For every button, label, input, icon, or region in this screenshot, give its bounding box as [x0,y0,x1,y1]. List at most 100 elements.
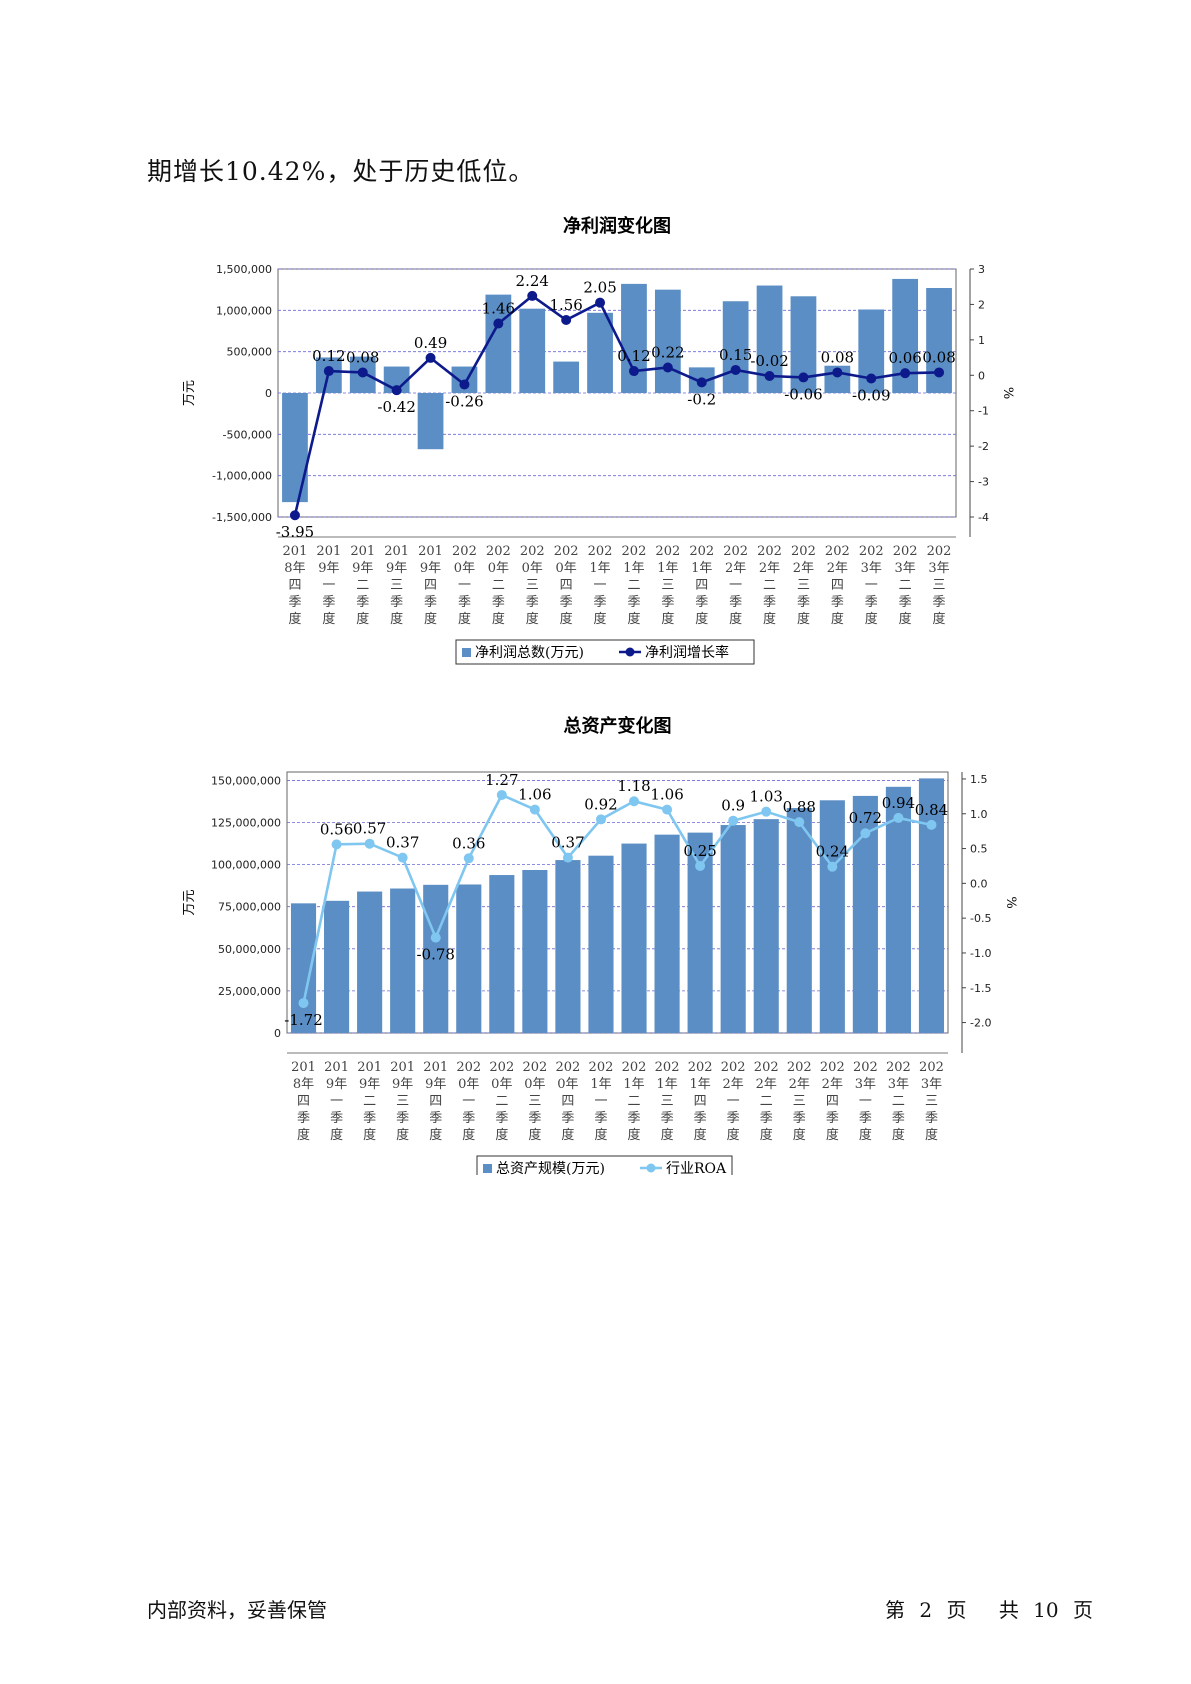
x-tick-label: 度 [330,1127,343,1143]
x-tick-label: 季 [925,1111,938,1126]
x-tick-label: 3年 [861,561,882,576]
data-label: 0.25 [683,842,716,860]
data-label: 1.18 [617,777,650,795]
x-tick-label: 1年 [689,1077,710,1092]
x-tick-label: 2年 [789,1077,810,1092]
x-tick-label: 二 [628,1094,641,1109]
chart-title: 总资产变化图 [564,715,672,737]
y-tick-label: 0 [274,1027,281,1040]
x-tick-label: 度 [831,611,844,627]
line-point [794,817,805,828]
x-tick-label: 季 [727,1111,740,1126]
x-tick-label: 度 [628,1127,641,1143]
x-tick-label: 度 [892,1127,905,1143]
x-tick-label: 四 [561,1094,574,1109]
y2-tick-label: 2 [978,298,985,311]
data-label: 0.84 [915,801,948,819]
x-tick-label: 四 [831,578,844,593]
x-tick-label: 201 [316,544,341,559]
data-label: 0.12 [617,347,650,365]
x-tick-label: 季 [899,595,912,610]
x-tick-label: 季 [627,595,640,610]
x-tick-label: 202 [927,544,952,559]
x-tick-label: 季 [495,1111,508,1126]
x-tick-label: 202 [589,1060,614,1075]
bar [324,900,350,1033]
data-label: 0.12 [312,347,345,365]
x-tick-label: 季 [859,1111,872,1126]
x-tick-label: 四 [288,578,301,593]
x-tick-label: 季 [594,1111,607,1126]
line-point [926,819,937,830]
x-tick-label: 度 [429,1127,442,1143]
x-tick-label: 一 [859,1094,872,1109]
line-point [595,814,606,825]
x-tick-label: 度 [363,1127,376,1143]
x-tick-label: 度 [495,1127,508,1143]
x-tick-label: 度 [793,1127,806,1143]
x-tick-label: 度 [763,611,776,627]
bar [621,843,647,1033]
line-point [496,789,507,800]
x-tick-label: 四 [297,1094,310,1109]
x-tick-label: 度 [760,1127,773,1143]
data-label: 0.37 [551,834,584,852]
x-tick-label: 202 [588,544,613,559]
data-label: 1.03 [750,788,783,806]
chart-title: 净利润变化图 [563,215,671,237]
x-tick-label: 四 [694,1094,707,1109]
y-tick-label: -1,500,000 [212,511,272,524]
x-tick-label: 202 [486,544,511,559]
y2-tick-label: -3 [978,476,989,489]
y-tick-label: 75,000,000 [218,901,281,914]
line-point [391,385,402,396]
x-tick-label: 季 [363,1111,376,1126]
y2-tick-label: -1.5 [970,982,991,995]
x-tick-label: 3年 [928,561,949,576]
x-tick-label: 202 [886,1060,911,1075]
x-tick-label: 一 [594,1094,607,1109]
x-tick-label: 202 [853,1060,878,1075]
x-tick-label: 201 [291,1060,316,1075]
bar [885,786,911,1033]
x-tick-label: 0年 [522,561,543,576]
x-tick-label: 度 [661,611,674,627]
line-point [397,852,408,863]
y2-tick-label: -2.0 [970,1017,991,1030]
x-tick-label: 季 [694,1111,707,1126]
x-tick-label: 季 [793,1111,806,1126]
x-tick-label: 四 [695,578,708,593]
line-point [529,804,540,815]
bar [786,808,812,1033]
x-tick-label: 度 [458,611,471,627]
x-tick-label: 季 [628,1111,641,1126]
x-tick-label: 2年 [827,561,848,576]
x-tick-label: 度 [925,1127,938,1143]
line-point [527,290,538,301]
x-tick-label: 度 [297,1127,310,1143]
x-tick-label: 度 [356,611,369,627]
bar [456,884,482,1033]
y-tick-label: 1,500,000 [216,263,272,276]
line-point [696,377,707,388]
x-tick-label: 度 [694,1127,707,1143]
line-point [364,838,375,849]
x-tick-label: 202 [825,544,850,559]
x-tick-label: 202 [655,544,680,559]
x-tick-label: 0年 [557,1077,578,1092]
x-tick-label: 度 [797,611,810,627]
line-point [493,318,504,329]
bar [654,289,681,393]
x-tick-label: 度 [594,611,607,627]
x-tick-label: 201 [384,544,409,559]
y2-tick-label: -4 [978,511,989,524]
x-tick-label: 0年 [524,1077,545,1092]
x-tick-label: 季 [892,1111,905,1126]
bar [485,294,512,393]
x-tick-label: 一 [594,578,607,593]
x-tick-label: 季 [526,595,539,610]
data-label: 0.88 [783,798,816,816]
x-tick-label: 202 [489,1060,514,1075]
data-label: 0.36 [452,834,485,852]
line-point [764,370,775,381]
